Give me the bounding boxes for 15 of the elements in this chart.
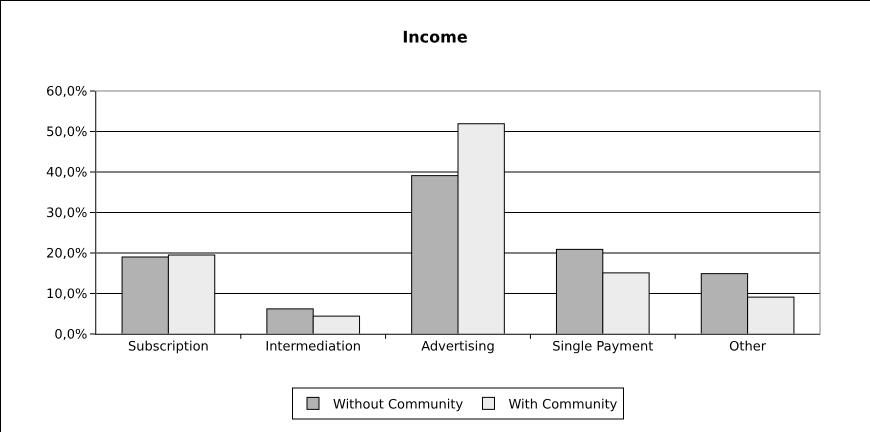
x-tick-label: Other [729,340,767,355]
x-tick-label: Subscription [128,340,209,355]
x-tick-label: Intermediation [265,340,362,355]
y-tick-label: 0,0% [54,328,88,343]
y-tick-label: 10,0% [46,287,88,302]
y-tick-label: 60,0% [46,84,88,100]
x-tick-label: Advertising [421,340,495,355]
y-tick-label: 50,0% [46,125,88,140]
y-tick-label: 40,0% [46,166,88,181]
x-tick-label: Single Payment [552,340,654,355]
y-tick-label: 30,0% [46,206,88,222]
legend-label: With Community [508,397,618,412]
y-tick-label: 20,0% [46,246,88,262]
chart-title: Income [402,27,468,46]
legend-label: Without Community [333,397,464,412]
